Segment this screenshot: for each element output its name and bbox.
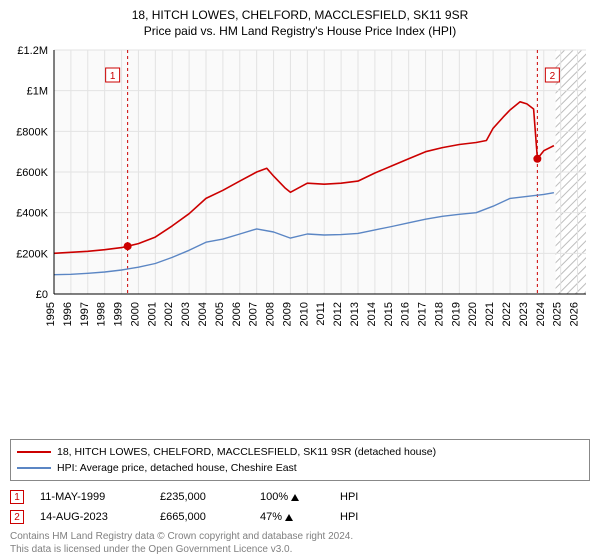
footer-line: This data is licensed under the Open Gov… <box>10 544 590 557</box>
marker-price: £665,000 <box>160 511 260 523</box>
titles: 18, HITCH LOWES, CHELFORD, MACCLESFIELD,… <box>10 8 590 38</box>
svg-text:2007: 2007 <box>248 302 260 326</box>
legend-label: HPI: Average price, detached house, Ches… <box>57 462 297 474</box>
marker-hpi: HPI <box>340 511 400 523</box>
svg-text:2004: 2004 <box>197 302 209 326</box>
arrow-up-icon <box>291 494 299 501</box>
marker-row: 2 14-AUG-2023 £665,000 47% HPI <box>10 507 590 527</box>
svg-text:1998: 1998 <box>96 302 108 326</box>
svg-text:2020: 2020 <box>467 302 479 326</box>
title-main: 18, HITCH LOWES, CHELFORD, MACCLESFIELD,… <box>10 8 590 22</box>
svg-text:2016: 2016 <box>400 302 412 326</box>
svg-text:2021: 2021 <box>484 302 496 326</box>
svg-text:1997: 1997 <box>79 302 91 326</box>
marker-hpi: HPI <box>340 491 400 503</box>
legend-item: HPI: Average price, detached house, Ches… <box>17 460 583 476</box>
marker-price: £235,000 <box>160 491 260 503</box>
chart-container: 18, HITCH LOWES, CHELFORD, MACCLESFIELD,… <box>0 0 600 560</box>
svg-text:2015: 2015 <box>383 302 395 326</box>
svg-text:£1M: £1M <box>27 86 48 98</box>
svg-text:2019: 2019 <box>450 302 462 326</box>
svg-text:2011: 2011 <box>315 302 327 326</box>
svg-text:£400K: £400K <box>16 208 48 220</box>
line-chart: £0 £200K £400K £600K £800K £1M £1.2M 1995 1996 19… <box>10 44 590 344</box>
marker-badge: 1 <box>10 490 24 504</box>
svg-text:2: 2 <box>550 71 556 82</box>
chart-area: £0 £200K £400K £600K £800K £1M £1.2M 1995 1996 19… <box>10 44 590 433</box>
svg-text:2006: 2006 <box>231 302 243 326</box>
svg-text:2018: 2018 <box>433 302 445 326</box>
title-sub: Price paid vs. HM Land Registry's House … <box>10 24 590 38</box>
svg-text:2022: 2022 <box>501 302 513 326</box>
svg-text:1995: 1995 <box>45 302 57 326</box>
svg-text:£600K: £600K <box>16 167 48 179</box>
marker-date: 11-MAY-1999 <box>40 491 160 503</box>
svg-text:2013: 2013 <box>349 302 361 326</box>
markers-table: 1 11-MAY-1999 £235,000 100% HPI 2 14-AUG… <box>10 487 590 527</box>
svg-text:2000: 2000 <box>129 302 141 326</box>
marker-badge: 2 <box>10 510 24 524</box>
svg-text:£1.2M: £1.2M <box>17 45 48 57</box>
svg-text:1999: 1999 <box>113 302 125 326</box>
svg-text:2025: 2025 <box>552 302 564 326</box>
legend-swatch <box>17 467 51 469</box>
footer: Contains HM Land Registry data © Crown c… <box>10 531 590 556</box>
arrow-up-icon <box>285 514 293 521</box>
svg-text:2009: 2009 <box>281 302 293 326</box>
svg-text:2001: 2001 <box>146 302 158 326</box>
legend-swatch <box>17 451 51 453</box>
legend-label: 18, HITCH LOWES, CHELFORD, MACCLESFIELD,… <box>57 446 436 458</box>
svg-text:2010: 2010 <box>298 302 310 326</box>
legend: 18, HITCH LOWES, CHELFORD, MACCLESFIELD,… <box>10 439 590 481</box>
svg-text:2005: 2005 <box>214 302 226 326</box>
svg-text:1996: 1996 <box>62 302 74 326</box>
marker-pct: 47% <box>260 511 340 523</box>
svg-text:2026: 2026 <box>569 302 581 326</box>
svg-text:2014: 2014 <box>366 302 378 326</box>
svg-text:2002: 2002 <box>163 302 175 326</box>
svg-text:2008: 2008 <box>265 302 277 326</box>
svg-text:2017: 2017 <box>417 302 429 326</box>
svg-text:2003: 2003 <box>180 302 192 326</box>
marker-pct: 100% <box>260 491 340 503</box>
marker-date: 14-AUG-2023 <box>40 511 160 523</box>
svg-text:1: 1 <box>110 71 116 82</box>
svg-text:£800K: £800K <box>16 126 48 138</box>
marker-row: 1 11-MAY-1999 £235,000 100% HPI <box>10 487 590 507</box>
svg-text:£0: £0 <box>36 289 48 301</box>
footer-line: Contains HM Land Registry data © Crown c… <box>10 531 590 544</box>
svg-text:2023: 2023 <box>518 302 530 326</box>
svg-text:2012: 2012 <box>332 302 344 326</box>
legend-item: 18, HITCH LOWES, CHELFORD, MACCLESFIELD,… <box>17 444 583 460</box>
svg-text:£200K: £200K <box>16 248 48 260</box>
svg-text:2024: 2024 <box>535 302 547 326</box>
